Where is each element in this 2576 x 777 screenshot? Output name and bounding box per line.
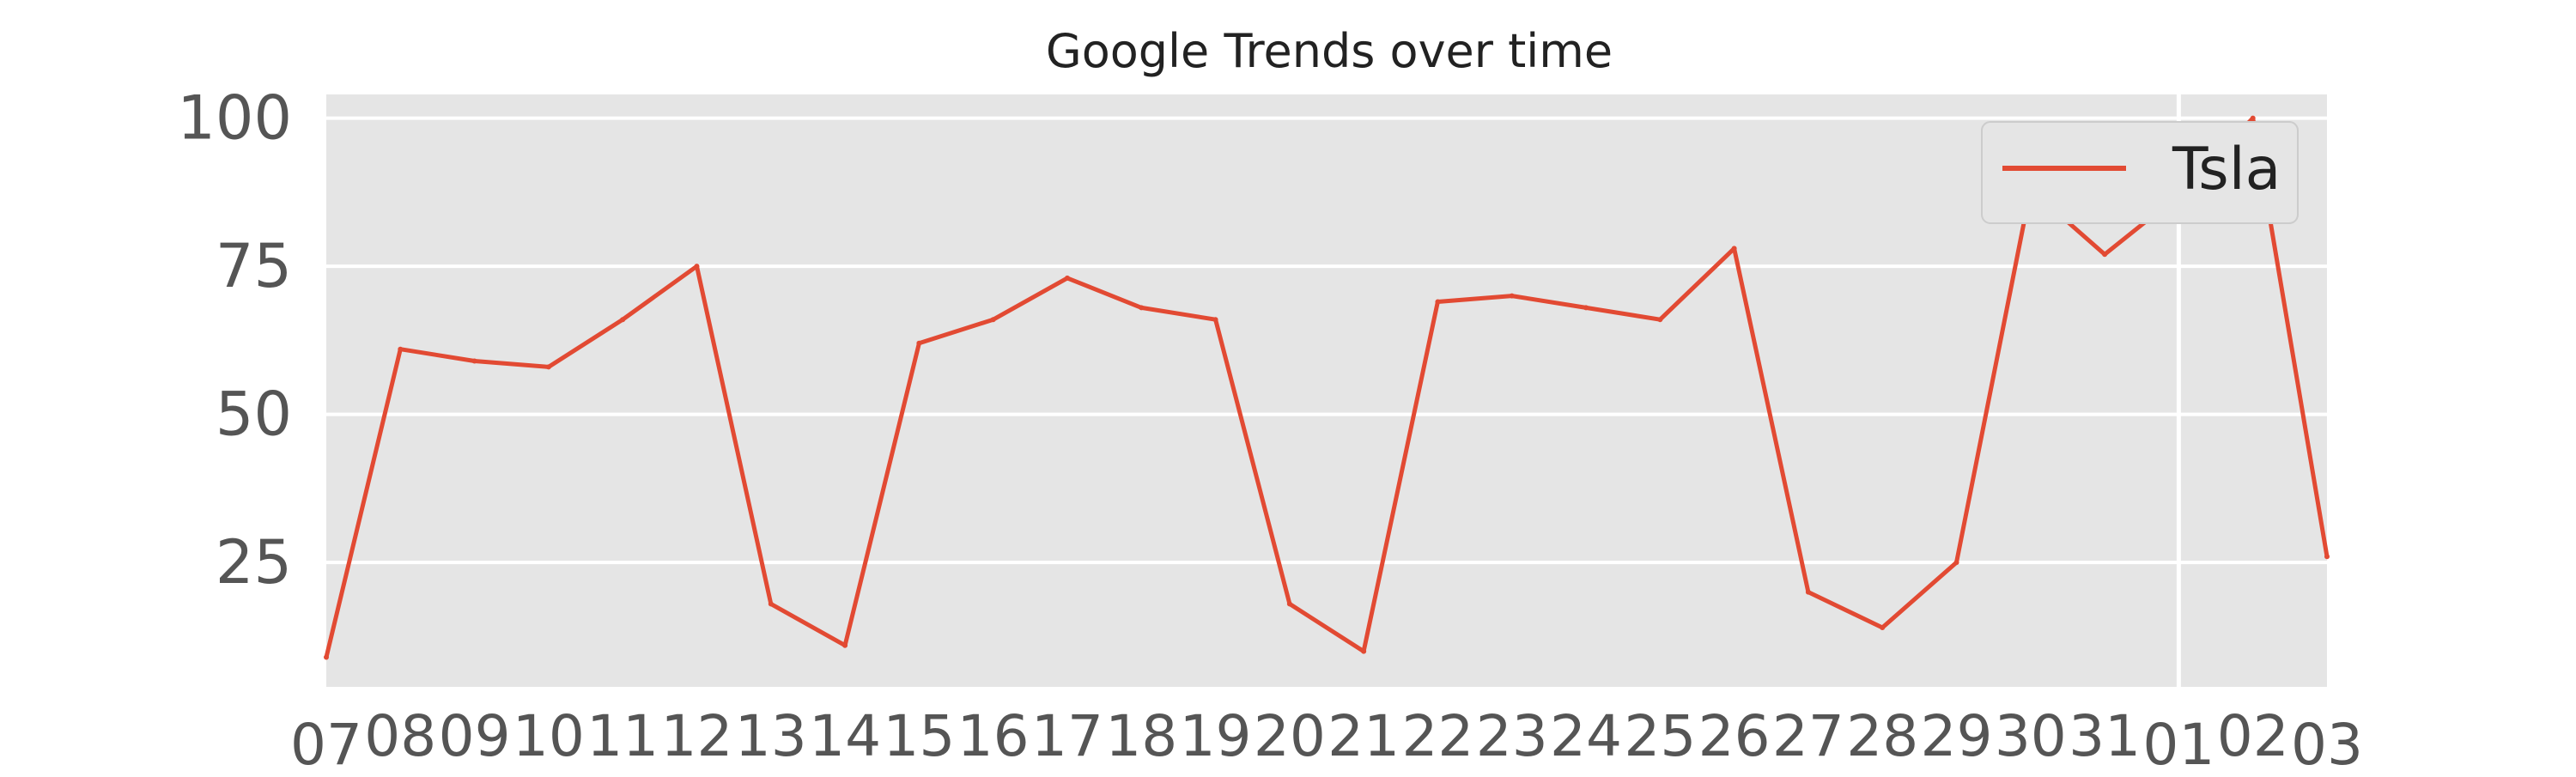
x-tick-label: 14 [809, 703, 881, 769]
series-line-tsla [324, 116, 2330, 659]
x-tick-label: 03 [2291, 712, 2363, 773]
x-tick-label: 02 [2217, 703, 2289, 769]
y-tick-label: 75 [216, 231, 292, 301]
data-point [620, 317, 626, 323]
data-point [1953, 560, 1959, 566]
data-point [916, 340, 922, 346]
data-point [2324, 554, 2330, 560]
data-point [768, 601, 774, 607]
data-point [990, 317, 996, 323]
data-point [1880, 625, 1886, 630]
data-point [2102, 252, 2108, 258]
x-tick-label: 25 [1624, 703, 1696, 769]
x-tick-label: 12 [660, 703, 732, 769]
data-point [1805, 589, 1811, 595]
data-point [398, 346, 404, 352]
data-point [545, 364, 551, 370]
y-tick-label: 50 [216, 379, 292, 450]
x-tick-label: 30 [1995, 703, 2067, 769]
x-tick-label: 07 [290, 712, 362, 773]
x-tick-label: 11 [586, 703, 659, 769]
data-point [1657, 317, 1663, 323]
x-tick-label: 24 [1550, 703, 1622, 769]
x-tick-label: 15 [883, 703, 955, 769]
x-tick-label: 31 [2069, 703, 2141, 769]
x-tick-label: 22 [1401, 703, 1473, 769]
series-line-group [324, 115, 2330, 660]
data-point [1064, 275, 1070, 281]
x-tick-label: 19 [1180, 703, 1252, 769]
x-tick-label: 21 [1327, 703, 1400, 769]
x-tick-label: 01 [2142, 712, 2215, 773]
data-point [2250, 115, 2256, 121]
legend-label: Tsla [2172, 136, 2281, 203]
data-point [1361, 648, 1367, 654]
data-point [1286, 601, 1292, 607]
chart-title: Google Trends over time [1046, 24, 1613, 78]
data-point [471, 358, 477, 364]
y-tick-label: 100 [177, 83, 292, 154]
x-tick-label: 26 [1698, 703, 1771, 769]
data-point [1509, 293, 1515, 299]
data-point [694, 264, 700, 270]
x-tick-label: 16 [957, 703, 1030, 769]
data-point [1731, 246, 1737, 252]
x-tick-label: 10 [513, 703, 585, 769]
grid [326, 94, 2327, 687]
x-tick-label: 17 [1031, 703, 1103, 769]
legend-box [1981, 121, 2299, 224]
y-axis: 25 50 75 100 [177, 83, 292, 598]
data-point [324, 654, 329, 660]
x-tick-label: 27 [1772, 703, 1844, 769]
x-tick-label: 29 [1921, 703, 1993, 769]
data-point [1435, 299, 1441, 305]
x-tick-label: 28 [1846, 703, 1918, 769]
data-point [1583, 305, 1589, 311]
x-tick-label: 18 [1105, 703, 1177, 769]
x-tick-label: 23 [1476, 703, 1548, 769]
x-tick-label: 13 [735, 703, 807, 769]
data-point [1139, 305, 1145, 311]
data-point [842, 642, 848, 648]
y-tick-label: 25 [216, 527, 292, 598]
x-tick-label: 20 [1254, 703, 1326, 769]
x-axis: 07 08 09 10 11 12 13 14 15 16 17 18 19 20 21 22 23 24 25 26… [290, 703, 2363, 777]
legend: Tsla [1981, 121, 2299, 224]
x-tick-label: 08 [364, 703, 436, 769]
x-tick-label: 09 [439, 703, 511, 769]
data-point [1212, 317, 1218, 323]
